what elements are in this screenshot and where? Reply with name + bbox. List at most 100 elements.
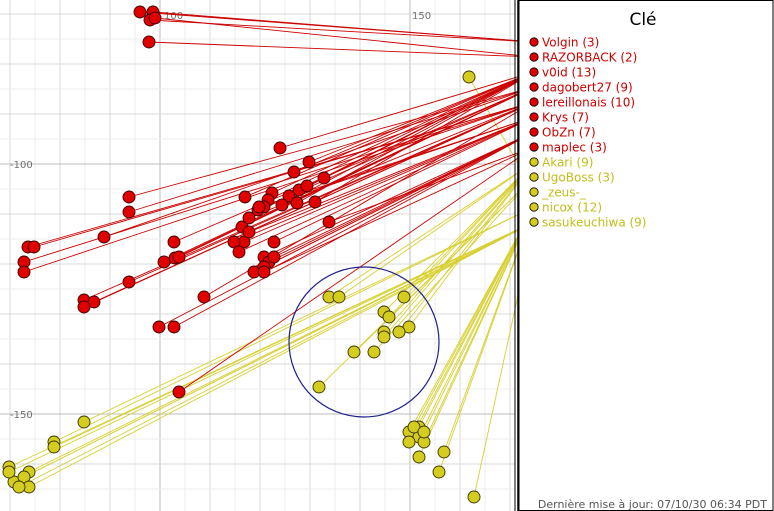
- village-marker-red[interactable]: [273, 141, 287, 155]
- axis-labels: 100 150 -100 -150: [10, 11, 431, 421]
- village-marker-red[interactable]: [122, 205, 136, 219]
- legend-marker: [529, 37, 539, 47]
- connection-line-red: [267, 71, 535, 201]
- village-marker-red[interactable]: [267, 235, 281, 249]
- village-marker-yellow[interactable]: [382, 310, 396, 324]
- connection-line-red: [158, 131, 535, 328]
- village-marker-yellow[interactable]: [432, 465, 446, 479]
- legend-marker: [529, 67, 539, 77]
- village-marker-yellow[interactable]: [392, 325, 406, 339]
- connection-line-red: [308, 71, 535, 163]
- village-marker-red[interactable]: [252, 200, 266, 214]
- legend-item-label: lereillonais (10): [542, 96, 635, 110]
- connection-line-yellow: [53, 206, 535, 443]
- village-marker-red[interactable]: [242, 225, 256, 239]
- legend-marker: [529, 217, 539, 227]
- village-marker-yellow[interactable]: [467, 490, 481, 504]
- village-marker-red[interactable]: [152, 320, 166, 334]
- connection-line-red: [314, 71, 535, 203]
- connection-line-red: [103, 86, 535, 238]
- last-update-footer: Dernière mise à jour: 07/10/30 06:34 PDT: [538, 498, 767, 511]
- village-marker-red[interactable]: [322, 215, 336, 229]
- village-marker-red[interactable]: [122, 275, 136, 289]
- axis-label-left-minus-150: -150: [10, 410, 33, 421]
- village-marker-red[interactable]: [167, 320, 181, 334]
- legend-item-label: _zeus-_: [541, 186, 587, 200]
- village-marker-red[interactable]: [148, 11, 162, 25]
- village-marker-yellow[interactable]: [312, 380, 326, 394]
- village-marker-red[interactable]: [17, 265, 31, 279]
- village-marker-red[interactable]: [232, 245, 246, 259]
- village-marker-red[interactable]: [238, 190, 252, 204]
- village-marker-yellow[interactable]: [332, 290, 346, 304]
- legend-item-label: maplec (3): [542, 141, 607, 155]
- connection-line-red: [33, 101, 535, 248]
- village-marker-red[interactable]: [172, 385, 186, 399]
- village-marker-red[interactable]: [77, 300, 91, 314]
- village-marker-red[interactable]: [317, 171, 331, 185]
- village-marker-red[interactable]: [142, 35, 156, 49]
- connection-line-yellow: [408, 206, 535, 443]
- village-marker-red[interactable]: [275, 198, 289, 212]
- connection-line-yellow: [408, 161, 535, 328]
- legend-item-label: sasukeuchiwa (9): [542, 216, 647, 230]
- legend-marker: [529, 187, 539, 197]
- village-marker-yellow[interactable]: [77, 415, 91, 429]
- village-marker-red[interactable]: [242, 211, 256, 225]
- village-marker-yellow[interactable]: [417, 425, 431, 439]
- village-marker-red[interactable]: [257, 265, 271, 279]
- village-marker-red[interactable]: [27, 240, 41, 254]
- connection-line-yellow: [388, 161, 535, 318]
- village-marker-red[interactable]: [290, 196, 304, 210]
- village-marker-red[interactable]: [302, 155, 316, 169]
- village-marker-yellow[interactable]: [12, 480, 26, 494]
- connection-line-yellow: [8, 221, 535, 473]
- village-marker-yellow[interactable]: [462, 70, 476, 84]
- village-marker-yellow[interactable]: [402, 435, 416, 449]
- village-marker-yellow[interactable]: [47, 440, 61, 454]
- legend-item-label: dagobert27 (9): [542, 81, 633, 95]
- connection-line-red: [148, 41, 535, 58]
- village-marker-red[interactable]: [300, 179, 314, 193]
- village-marker-yellow[interactable]: [397, 290, 411, 304]
- connection-line-red: [273, 116, 535, 243]
- connection-line-red: [23, 101, 535, 273]
- village-marker-yellow[interactable]: [347, 345, 361, 359]
- connection-line-red: [263, 146, 535, 273]
- connection-line-yellow: [373, 176, 535, 353]
- village-marker-red[interactable]: [287, 165, 301, 179]
- legend-item-label: nicox (12): [542, 201, 602, 215]
- village-marker-red[interactable]: [172, 250, 186, 264]
- village-marker-red[interactable]: [197, 290, 211, 304]
- village-marker-red[interactable]: [122, 190, 136, 204]
- connection-line-yellow: [338, 161, 535, 298]
- village-marker-yellow[interactable]: [2, 465, 16, 479]
- village-marker-yellow[interactable]: [377, 330, 391, 344]
- connection-line-yellow: [83, 206, 535, 423]
- village-marker-red[interactable]: [157, 255, 171, 269]
- village-marker-red[interactable]: [167, 235, 181, 249]
- connection-line-red: [243, 116, 535, 243]
- connection-line-yellow: [398, 161, 535, 333]
- connection-line-red: [154, 17, 535, 58]
- village-marker-yellow[interactable]: [437, 445, 451, 459]
- axis-label-top-100: 100: [164, 11, 183, 22]
- connection-line-yellow: [28, 221, 535, 488]
- village-marker-yellow[interactable]: [367, 345, 381, 359]
- connection-line-red: [178, 146, 535, 393]
- village-marker-red[interactable]: [267, 250, 281, 264]
- connection-line-red: [128, 86, 535, 213]
- axis-label-top-150: 150: [412, 11, 431, 22]
- village-marker-red[interactable]: [308, 195, 322, 209]
- connection-line-yellow: [23, 221, 535, 478]
- connection-line-red: [279, 71, 535, 149]
- village-markers: [2, 5, 481, 504]
- legend-item-label: UgoBoss (3): [542, 171, 615, 185]
- village-marker-yellow[interactable]: [412, 450, 426, 464]
- village-marker-red[interactable]: [97, 230, 111, 244]
- village-marker-red[interactable]: [133, 5, 147, 19]
- legend-title: Clé: [629, 10, 656, 30]
- connection-line-yellow: [403, 161, 535, 298]
- legend-marker: [529, 127, 539, 137]
